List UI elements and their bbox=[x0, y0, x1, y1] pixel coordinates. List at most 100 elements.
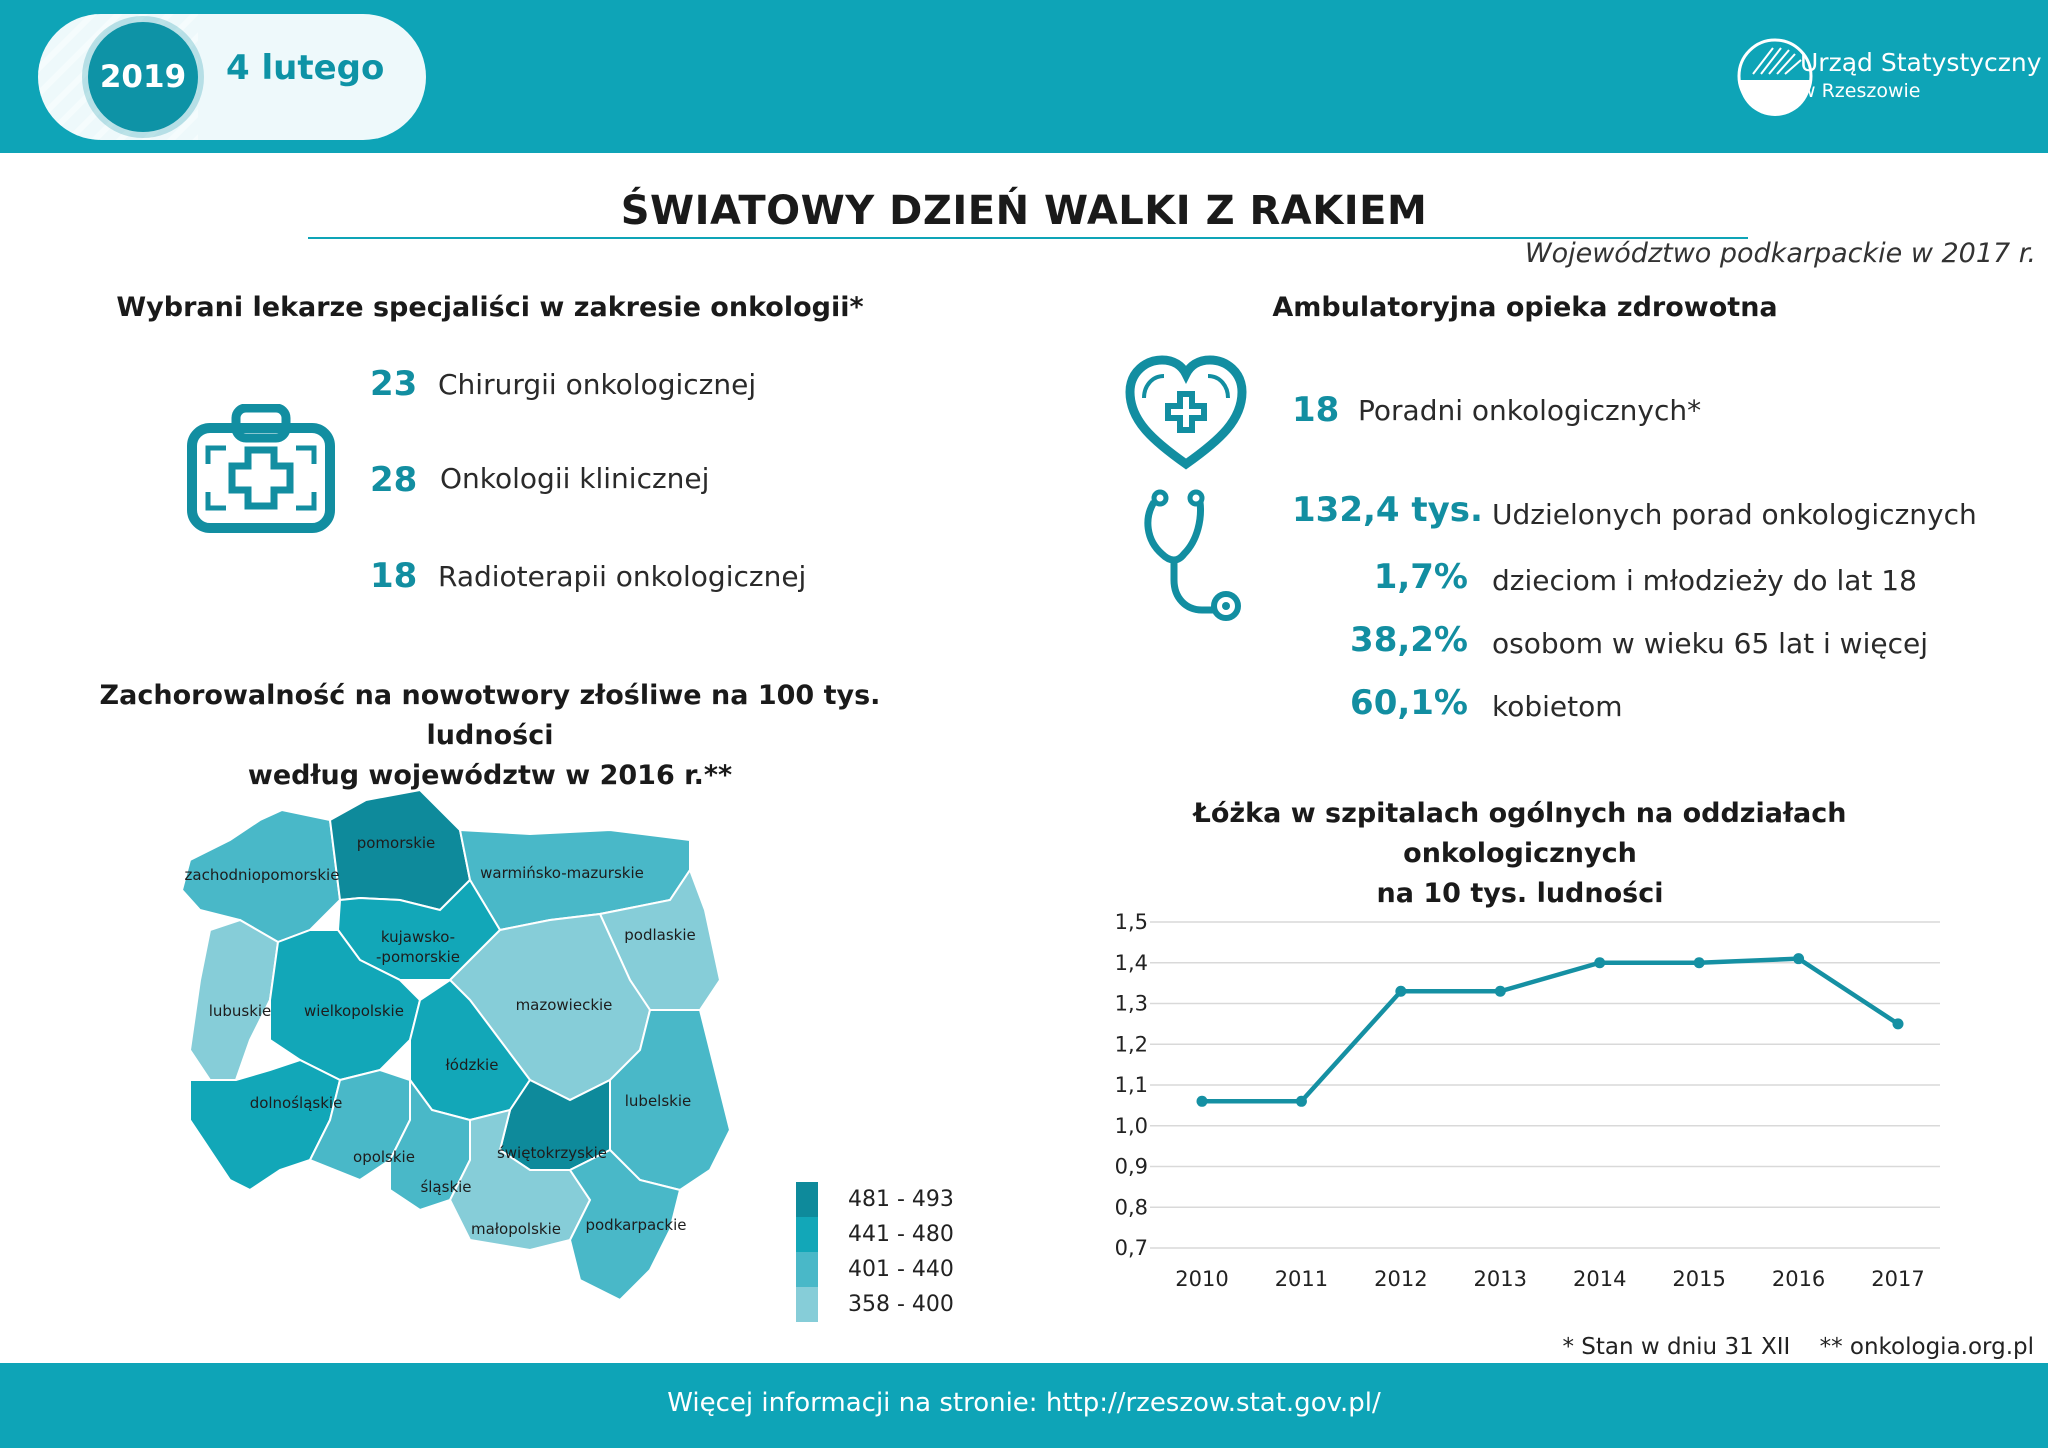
data-point bbox=[1693, 957, 1705, 969]
beds-title-line2: na 10 tys. ludności bbox=[1376, 878, 1664, 909]
medical-kit-icon bbox=[187, 404, 335, 533]
doctor-count: 18 bbox=[370, 556, 418, 596]
map-label: świętokrzyskie bbox=[497, 1144, 607, 1162]
doctor-specialty: Chirurgii onkologicznej bbox=[438, 368, 757, 401]
page-title: ŚWIATOWY DZIEŃ WALKI Z RAKIEM bbox=[620, 188, 1428, 234]
map-label: podkarpackie bbox=[585, 1216, 686, 1234]
heart-cross-icon bbox=[1125, 355, 1247, 470]
doctor-specialty: Onkologii klinicznej bbox=[440, 462, 710, 495]
data-point bbox=[1196, 1095, 1208, 1107]
legend-swatch bbox=[796, 1217, 818, 1252]
footer-bar bbox=[0, 1363, 2048, 1448]
doctor-count: 23 bbox=[370, 364, 418, 404]
y-tick-label: 0,9 bbox=[1115, 1155, 1148, 1179]
map-label: zachodniopomorskie bbox=[185, 866, 340, 884]
map-label: dolnośląskie bbox=[250, 1094, 343, 1112]
map-label: łódzkie bbox=[446, 1056, 499, 1074]
y-tick-label: 0,8 bbox=[1115, 1195, 1148, 1219]
footnote: * Stan w dniu 31 XII ** onkologia.org.pl bbox=[1562, 1334, 2034, 1360]
doctors-section-title: Wybrani lekarze specjaliści w zakresie o… bbox=[116, 292, 864, 323]
y-tick-label: 1,4 bbox=[1115, 951, 1148, 975]
region-podkarpackie bbox=[568, 1148, 682, 1302]
legend-swatch bbox=[796, 1252, 818, 1287]
stethoscope-icon bbox=[1144, 489, 1241, 621]
year-badge: 2019 bbox=[88, 22, 198, 132]
map-label: małopolskie bbox=[471, 1220, 561, 1238]
x-tick-label: 2016 bbox=[1772, 1267, 1825, 1291]
region-lubuskie bbox=[188, 918, 280, 1081]
map-label: lubuskie bbox=[209, 1002, 272, 1020]
x-tick-label: 2017 bbox=[1871, 1267, 1924, 1291]
incidence-title-line2: według województw w 2016 r.** bbox=[247, 760, 733, 791]
stat-office-logo-icon bbox=[1737, 38, 1813, 116]
ambulatory-section-title: Ambulatoryjna opieka zdrowotna bbox=[1272, 292, 1778, 323]
map-label: kujawsko- bbox=[381, 928, 455, 946]
map-legend: 481 - 493 441 - 480 401 - 440 358 - 400 bbox=[796, 1182, 954, 1322]
map-label: śląskie bbox=[420, 1178, 471, 1196]
y-tick-label: 1,2 bbox=[1115, 1032, 1148, 1056]
region-zachodniopomorskie bbox=[180, 808, 342, 944]
clinics-label: Poradni onkologicznych* bbox=[1358, 394, 1702, 427]
map-label: warmińsko-mazurskie bbox=[480, 864, 644, 882]
share-label: kobietom bbox=[1492, 690, 1623, 723]
x-tick-label: 2010 bbox=[1175, 1267, 1228, 1291]
x-tick-label: 2012 bbox=[1374, 1267, 1427, 1291]
map-label: lubelskie bbox=[625, 1092, 692, 1110]
clinics-count: 18 bbox=[1292, 390, 1340, 430]
map-label: pomorskie bbox=[357, 834, 436, 852]
beds-chart-title: Łóżka w szpitalach ogólnych na oddziałac… bbox=[1080, 794, 1960, 914]
map-label: opolskie bbox=[353, 1148, 415, 1166]
data-point bbox=[1494, 985, 1506, 997]
series-line bbox=[1202, 956, 1900, 1104]
map-label: mazowieckie bbox=[516, 996, 613, 1014]
data-point bbox=[1793, 953, 1805, 965]
title-underline bbox=[308, 237, 1748, 239]
page-subtitle: Województwo podkarpackie w 2017 r. bbox=[1524, 238, 2036, 269]
share-label: dzieciom i młodzieży do lat 18 bbox=[1492, 564, 1917, 597]
date-label: 4 lutego bbox=[226, 48, 385, 88]
legend-swatch bbox=[796, 1287, 818, 1322]
legend-label: 358 - 400 bbox=[848, 1292, 954, 1317]
share-value: 1,7% bbox=[1373, 557, 1468, 597]
incidence-title: Zachorowalność na nowotwory złośliwe na … bbox=[40, 676, 940, 796]
data-point bbox=[1594, 957, 1606, 969]
share-value: 60,1% bbox=[1350, 683, 1468, 723]
map-label: podlaskie bbox=[624, 926, 695, 944]
logo-line2: w Rzeszowie bbox=[1800, 80, 1921, 102]
beds-title-line1: Łóżka w szpitalach ogólnych na oddziałac… bbox=[1193, 798, 1847, 869]
poland-map: pomorskie zachodniopomorskie warmińsko-m… bbox=[180, 788, 730, 1302]
legend-label: 481 - 493 bbox=[848, 1187, 954, 1212]
incidence-title-line1: Zachorowalność na nowotwory złośliwe na … bbox=[99, 680, 881, 751]
beds-line-chart: 0,7 0,8 0,9 1,0 1,1 1,2 1,3 1,4 1,5 2010 2011 2012 2… bbox=[1115, 910, 1940, 1291]
y-tick-label: 1,5 bbox=[1115, 910, 1148, 934]
consultations-count: 132,4 tys. bbox=[1292, 490, 1483, 530]
consultations-label: Udzielonych porad onkologicznych bbox=[1492, 498, 1977, 531]
share-value: 38,2% bbox=[1350, 620, 1468, 660]
x-tick-label: 2015 bbox=[1672, 1267, 1725, 1291]
x-tick-label: 2014 bbox=[1573, 1267, 1626, 1291]
legend-item: 358 - 400 bbox=[796, 1287, 954, 1322]
doctor-specialty: Radioterapii onkologicznej bbox=[438, 560, 807, 593]
doctor-count: 28 bbox=[370, 460, 418, 500]
footer-link-text[interactable]: Więcej informacji na stronie: http://rze… bbox=[667, 1388, 1381, 1418]
legend-swatch bbox=[796, 1182, 818, 1217]
data-point bbox=[1892, 1018, 1904, 1030]
y-tick-label: 0,7 bbox=[1115, 1236, 1148, 1260]
map-label: wielkopolskie bbox=[304, 1002, 404, 1020]
data-point bbox=[1395, 985, 1407, 997]
y-tick-label: 1,1 bbox=[1115, 1073, 1148, 1097]
x-tick-label: 2011 bbox=[1275, 1267, 1328, 1291]
x-tick-label: 2013 bbox=[1474, 1267, 1527, 1291]
data-point bbox=[1295, 1095, 1307, 1107]
logo-line1: Urząd Statystyczny bbox=[1800, 48, 2042, 77]
map-label: -pomorskie bbox=[376, 948, 460, 966]
legend-label: 401 - 440 bbox=[848, 1257, 954, 1282]
legend-label: 441 - 480 bbox=[848, 1222, 954, 1247]
y-tick-label: 1,0 bbox=[1115, 1114, 1148, 1138]
legend-item: 401 - 440 bbox=[796, 1252, 954, 1287]
legend-item: 481 - 493 bbox=[796, 1182, 954, 1217]
region-slaskie bbox=[389, 1076, 471, 1212]
y-tick-label: 1,3 bbox=[1115, 992, 1148, 1016]
region-dolnoslaskie bbox=[189, 1058, 342, 1192]
legend-item: 441 - 480 bbox=[796, 1217, 954, 1252]
